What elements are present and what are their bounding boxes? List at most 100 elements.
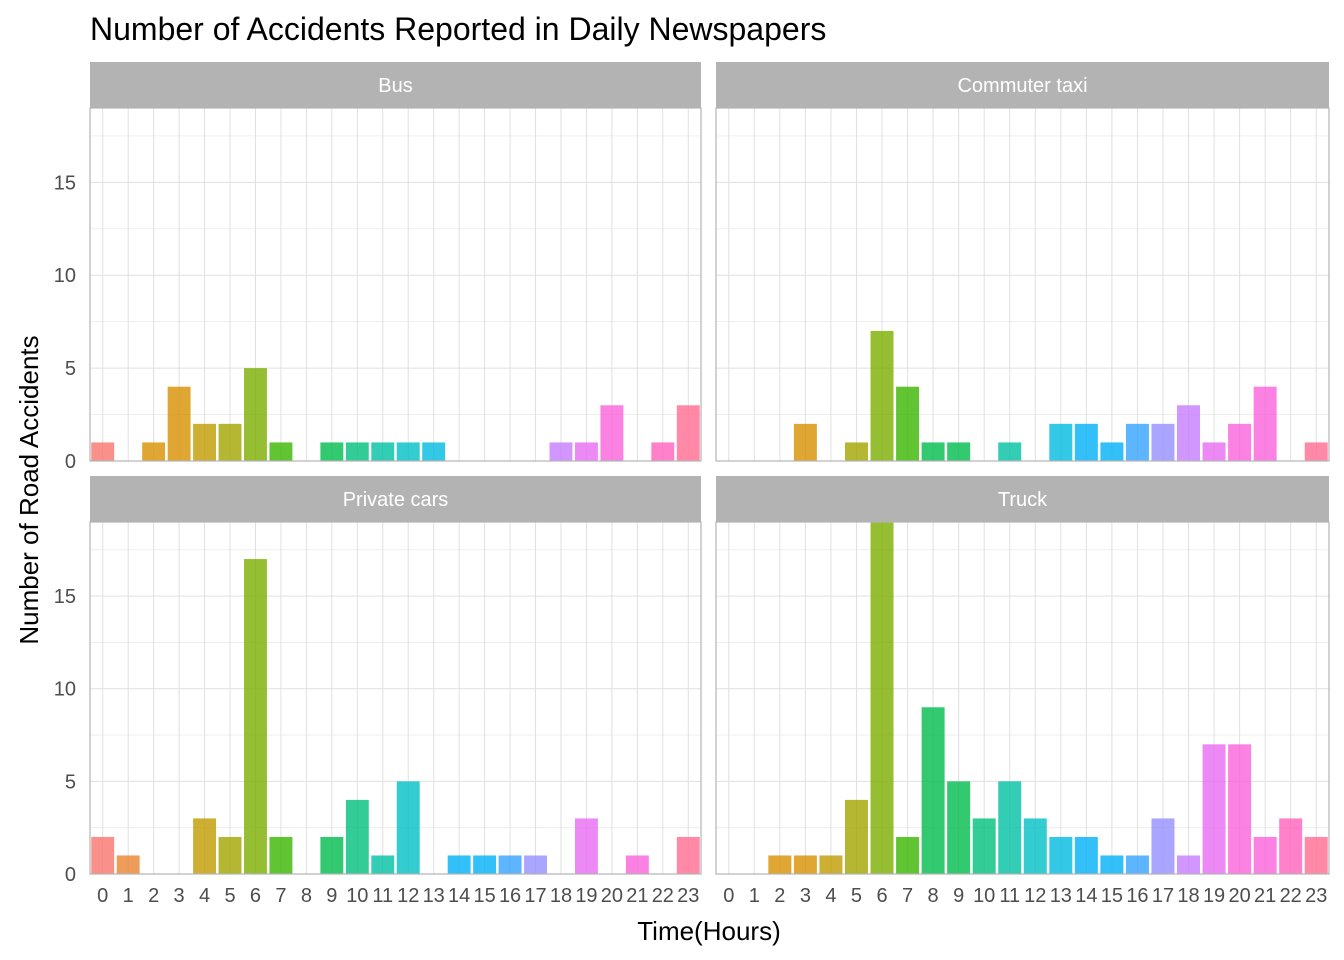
x-tick-label: 1 bbox=[123, 885, 134, 907]
panel-border bbox=[715, 107, 1330, 462]
x-tick-label: 23 bbox=[1305, 885, 1327, 907]
bar bbox=[1074, 423, 1098, 461]
bar bbox=[1049, 423, 1073, 461]
y-tick-label: 15 bbox=[54, 586, 76, 608]
x-tick-label: 1 bbox=[749, 885, 760, 907]
bar bbox=[600, 405, 624, 461]
bar bbox=[844, 799, 868, 874]
y-tick-label: 0 bbox=[65, 864, 76, 886]
bar bbox=[371, 442, 395, 461]
x-tick-label: 10 bbox=[346, 885, 368, 907]
x-tick-label: 8 bbox=[928, 885, 939, 907]
x-tick-label: 9 bbox=[326, 885, 337, 907]
bar bbox=[320, 442, 344, 461]
facet-strip bbox=[90, 62, 701, 108]
x-tick-label: 3 bbox=[800, 885, 811, 907]
x-tick-label: 15 bbox=[473, 885, 495, 907]
bar bbox=[320, 836, 344, 874]
x-tick-label: 13 bbox=[1050, 885, 1072, 907]
y-axis: 0 5 10 15 0 5 10 15 bbox=[54, 172, 76, 886]
bar bbox=[549, 442, 573, 461]
x-tick-label: 20 bbox=[601, 885, 623, 907]
bar bbox=[844, 442, 868, 461]
bar bbox=[524, 855, 547, 874]
bar bbox=[574, 442, 598, 461]
bar bbox=[371, 855, 395, 874]
x-tick-label: 22 bbox=[652, 885, 674, 907]
y-tick-label: 5 bbox=[65, 358, 76, 380]
bar bbox=[998, 781, 1022, 874]
x-tick-label: 6 bbox=[876, 885, 887, 907]
x-tick-label: 11 bbox=[999, 885, 1020, 907]
x-tick-label: 2 bbox=[774, 885, 785, 907]
bar bbox=[896, 386, 920, 461]
x-tick-label: 17 bbox=[524, 885, 546, 907]
bar bbox=[1100, 442, 1124, 461]
facet-strip-label: Bus bbox=[378, 75, 412, 97]
x-tick-label: 8 bbox=[301, 885, 312, 907]
facet-panel: Commuter taxi bbox=[715, 62, 1330, 462]
x-tick-label: 20 bbox=[1228, 885, 1250, 907]
x-tick-label: 16 bbox=[499, 885, 521, 907]
bar bbox=[1202, 744, 1226, 874]
bar bbox=[793, 423, 817, 461]
y-tick-label: 10 bbox=[54, 679, 76, 701]
facet-panel: Private cars bbox=[89, 476, 702, 875]
x-tick-label: 23 bbox=[677, 885, 699, 907]
x-tick-label: 17 bbox=[1152, 885, 1174, 907]
bar bbox=[1151, 818, 1175, 874]
x-tick-label: 0 bbox=[723, 885, 734, 907]
facet-panels: Bus Commuter taxi Private cars Truck bbox=[89, 62, 1330, 875]
bar bbox=[574, 818, 598, 874]
x-tick-label: 3 bbox=[174, 885, 185, 907]
panel-border bbox=[89, 521, 702, 875]
x-axis-title: Time(Hours) bbox=[637, 916, 780, 946]
bar bbox=[396, 781, 420, 874]
bar bbox=[142, 442, 166, 461]
x-tick-label: 5 bbox=[224, 885, 235, 907]
y-tick-label: 5 bbox=[65, 771, 76, 793]
facet-strip-label: Truck bbox=[998, 489, 1048, 511]
bar bbox=[244, 559, 267, 874]
bar bbox=[921, 442, 945, 461]
bar bbox=[167, 386, 191, 461]
x-tick-label: 18 bbox=[550, 885, 572, 907]
bar bbox=[921, 707, 945, 874]
bar bbox=[793, 855, 817, 874]
bar bbox=[870, 522, 894, 874]
facet-strip-label: Commuter taxi bbox=[957, 75, 1087, 97]
x-tick-label: 14 bbox=[1075, 885, 1097, 907]
facet-panel: Bus bbox=[89, 62, 702, 462]
bar bbox=[768, 855, 792, 874]
x-tick-label: 7 bbox=[902, 885, 913, 907]
x-tick-label: 11 bbox=[372, 885, 393, 907]
bar bbox=[396, 442, 420, 461]
bar bbox=[947, 781, 971, 874]
bar bbox=[651, 442, 675, 461]
bar bbox=[819, 855, 843, 874]
bar bbox=[1177, 855, 1201, 874]
x-tick-label: 10 bbox=[973, 885, 995, 907]
bar bbox=[244, 368, 267, 461]
bar bbox=[1151, 423, 1175, 461]
bar bbox=[1304, 836, 1328, 874]
bar bbox=[1253, 386, 1277, 461]
bar bbox=[1228, 423, 1252, 461]
bar bbox=[1202, 442, 1226, 461]
x-tick-label: 0 bbox=[97, 885, 108, 907]
bar bbox=[1100, 855, 1124, 874]
bar bbox=[345, 442, 369, 461]
x-tick-label: 16 bbox=[1126, 885, 1148, 907]
x-tick-label: 4 bbox=[825, 885, 836, 907]
y-tick-label: 15 bbox=[54, 172, 76, 194]
bar bbox=[1125, 855, 1149, 874]
bar bbox=[998, 442, 1022, 461]
x-axis: 0 1 2 3 4 5 6 7 8 9 10 11 12 13 14 15 16 17 18 19 20 21 22 23 0 1… bbox=[97, 885, 1327, 907]
panel-border bbox=[715, 521, 1330, 875]
x-tick-label: 14 bbox=[448, 885, 470, 907]
x-tick-label: 2 bbox=[148, 885, 159, 907]
bar bbox=[218, 423, 242, 461]
bar bbox=[1177, 405, 1201, 461]
bar bbox=[218, 836, 242, 874]
